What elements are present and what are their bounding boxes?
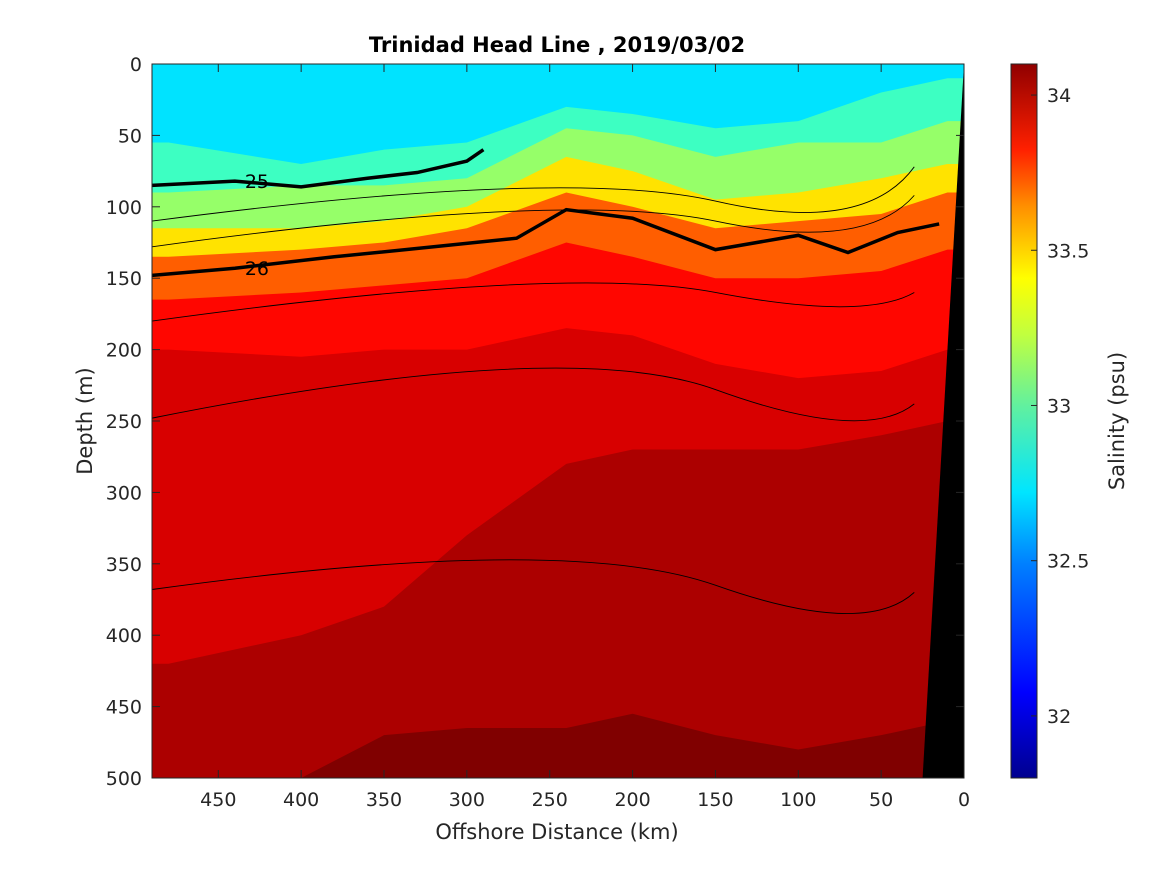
colorbar-tick-label: 34 xyxy=(1047,85,1071,107)
isopycnal-line xyxy=(152,367,915,422)
salinity-band-34 xyxy=(152,421,964,778)
x-tick-label: 200 xyxy=(614,789,650,811)
chart-title: Trinidad Head Line , 2019/03/02 xyxy=(369,33,745,57)
isopycnal-line xyxy=(152,166,915,222)
colorbar-ticks: 32 32.5 33 33.5 34 xyxy=(1031,85,1089,728)
density-contour-26 xyxy=(152,207,940,278)
y-tick-label: 0 xyxy=(130,54,142,76)
y-tick-label: 300 xyxy=(106,482,142,504)
plot-area: 25 26 xyxy=(152,64,964,778)
x-tick-label: 300 xyxy=(449,789,485,811)
y-tick-label: 450 xyxy=(106,697,142,719)
y-tick-label: 100 xyxy=(106,197,142,219)
colorbar-tick-label: 32 xyxy=(1047,706,1071,728)
bathymetry-seafloor xyxy=(922,64,964,778)
y-tick-label: 200 xyxy=(106,340,142,362)
salinity-filled-contours xyxy=(152,64,964,778)
isopycnal-line xyxy=(152,282,915,322)
colorbar xyxy=(1010,63,1038,779)
density-contour-label: 26 xyxy=(245,258,269,280)
x-axis-ticks: 450 400 350 300 250 200 150 100 50 0 xyxy=(200,64,970,811)
colorbar-tick-label: 32.5 xyxy=(1047,551,1089,573)
density-contour-lines: 25 26 xyxy=(152,148,940,615)
x-tick-label: 50 xyxy=(869,789,893,811)
colorbar-label: Salinity (psu) xyxy=(1105,352,1129,490)
salinity-band-34.1 xyxy=(152,713,964,778)
x-tick-label: 0 xyxy=(958,789,970,811)
y-axis-ticks: 0 50 100 150 200 250 300 350 400 450 500 xyxy=(106,54,964,790)
x-tick-label: 250 xyxy=(532,789,568,811)
density-contour-label: 25 xyxy=(245,171,269,193)
x-tick-label: 150 xyxy=(697,789,733,811)
x-tick-label: 350 xyxy=(366,789,402,811)
isopycnal-line xyxy=(152,195,915,248)
x-tick-label: 450 xyxy=(200,789,236,811)
isopycnal-line xyxy=(152,559,915,615)
colorbar-tick-label: 33.5 xyxy=(1047,240,1089,262)
x-axis-label: Offshore Distance (km) xyxy=(435,820,678,844)
x-tick-label: 400 xyxy=(283,789,319,811)
density-contour-25 xyxy=(152,148,485,189)
x-tick-label: 100 xyxy=(780,789,816,811)
y-tick-label: 500 xyxy=(106,768,142,790)
y-tick-label: 400 xyxy=(106,625,142,647)
colorbar-tick-label: 33 xyxy=(1047,395,1071,417)
y-tick-label: 250 xyxy=(106,411,142,433)
y-axis-label: Depth (m) xyxy=(73,367,97,474)
y-tick-label: 350 xyxy=(106,554,142,576)
y-tick-label: 50 xyxy=(118,125,142,147)
y-tick-label: 150 xyxy=(106,268,142,290)
